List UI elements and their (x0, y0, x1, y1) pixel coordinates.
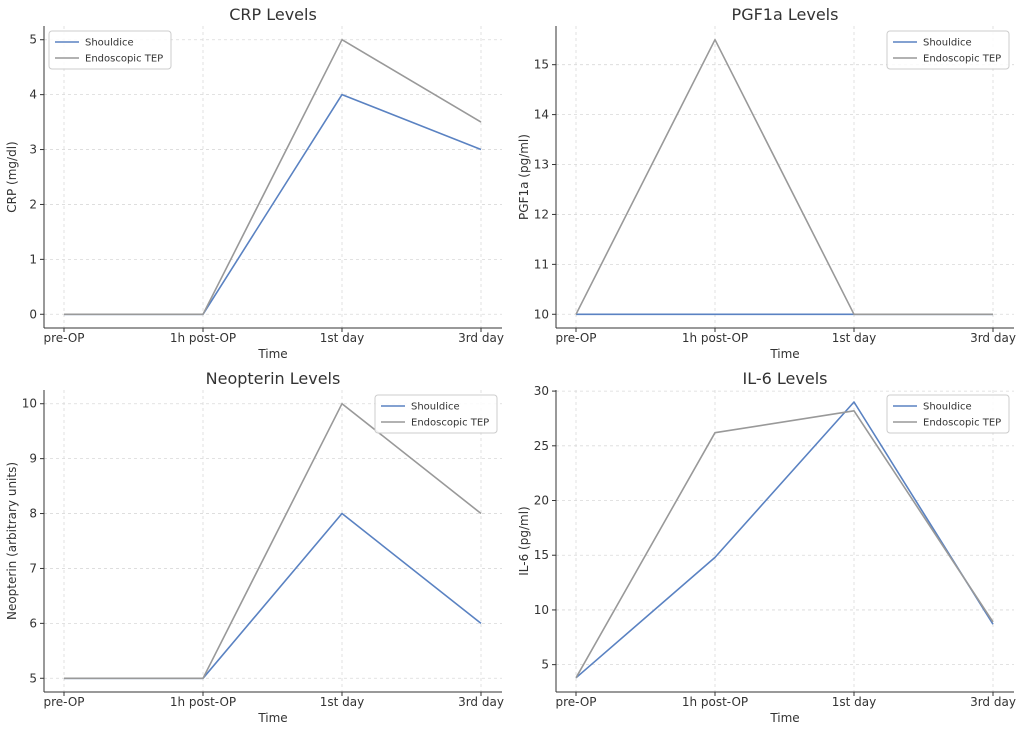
y-tick-label: 15 (534, 58, 549, 72)
legend-box (886, 30, 1010, 70)
x-tick-label: 1st day (320, 695, 364, 709)
chart-panel-2: pre-OP 1h post-OP 1st day 3rd day 10 11 12 13 14… (517, 5, 1016, 361)
y-tick-label: 25 (534, 439, 549, 453)
chart-title: CRP Levels (229, 5, 317, 24)
series-line-2 (64, 402, 482, 680)
x-tick-label: pre-OP (43, 331, 84, 345)
chart-panel-3: pre-OP 1h post-OP 1st day 3rd day 5 6 7 8 9 10 Neo… (5, 369, 504, 725)
y-tick-label: 30 (534, 384, 549, 398)
legend-entry: Shouldice (85, 38, 134, 49)
chart-panel-4: pre-OP 1h post-OP 1st day 3rd day 5 10 15 20 25 3… (517, 369, 1016, 725)
series-line-2 (575, 38, 993, 316)
y-tick-label: 20 (534, 494, 549, 508)
series-line-2 (64, 38, 482, 316)
y-tick-label: 9 (29, 452, 37, 466)
legend-box (886, 394, 1010, 434)
x-tick-label: 3rd day (970, 695, 1016, 709)
x-axis-label: Time (257, 711, 287, 725)
legend-box (48, 30, 172, 70)
chart-panel-1: pre-OP 1h post-OP 1st day 3rd day 0 1 2 3 4 5 CRP … (5, 5, 504, 361)
y-axis-label: CRP (mg/dl) (5, 141, 19, 212)
legend: Shouldice Endoscopic TEP (886, 30, 1010, 70)
legend-entry: Shouldice (923, 402, 972, 413)
legend-entry: Endoscopic TEP (923, 54, 1001, 65)
x-tick-label: 3rd day (970, 331, 1016, 345)
y-tick-label: 13 (534, 158, 549, 172)
x-tick-label: 1h post-OP (682, 331, 748, 345)
chart-title: PGF1a Levels (732, 5, 839, 24)
series-line-2 (575, 409, 994, 679)
x-tick-label: pre-OP (43, 695, 84, 709)
x-tick-label: pre-OP (555, 331, 596, 345)
legend: Shouldice Endoscopic TEP (48, 30, 172, 70)
y-tick-label: 5 (29, 33, 37, 47)
y-tick-label: 15 (534, 548, 549, 562)
x-tick-label: 1st day (832, 695, 876, 709)
x-tick-label: 1st day (832, 331, 876, 345)
y-axis-label: IL-6 (pg/ml) (517, 506, 531, 575)
y-axis-label: PGF1a (pg/ml) (517, 134, 531, 220)
y-tick-label: 7 (29, 561, 37, 575)
y-tick-label: 5 (541, 658, 549, 672)
y-tick-label: 8 (29, 507, 37, 521)
y-tick-label: 12 (534, 207, 549, 221)
series-line-1 (64, 512, 482, 680)
x-tick-label: 1h post-OP (682, 695, 748, 709)
x-tick-label: 1h post-OP (170, 331, 236, 345)
x-tick-label: 3rd day (458, 331, 504, 345)
y-tick-label: 1 (29, 252, 37, 266)
x-tick-label: pre-OP (555, 695, 596, 709)
y-tick-label: 0 (29, 307, 37, 321)
y-tick-label: 4 (29, 88, 37, 102)
legend-entry: Endoscopic TEP (85, 54, 163, 65)
legend-entry: Shouldice (411, 402, 460, 413)
series-line-1 (575, 401, 994, 679)
x-axis-label: Time (257, 347, 287, 361)
x-axis-label: Time (769, 711, 799, 725)
legend: Shouldice Endoscopic TEP (374, 394, 498, 434)
y-tick-label: 5 (29, 671, 37, 685)
legend-entry: Shouldice (923, 38, 972, 49)
x-tick-label: 3rd day (458, 695, 504, 709)
y-tick-label: 14 (534, 108, 549, 122)
y-tick-label: 10 (534, 307, 549, 321)
x-tick-label: 1st day (320, 331, 364, 345)
legend-entry: Endoscopic TEP (923, 418, 1001, 429)
legend-box (374, 394, 498, 434)
legend-entry: Endoscopic TEP (411, 418, 489, 429)
y-tick-label: 6 (29, 616, 37, 630)
y-tick-label: 2 (29, 197, 37, 211)
y-axis-label: Neopterin (arbitrary units) (5, 462, 19, 620)
y-tick-label: 10 (22, 397, 37, 411)
legend: Shouldice Endoscopic TEP (886, 394, 1010, 434)
y-tick-label: 3 (29, 143, 37, 157)
chart-title: IL-6 Levels (743, 369, 828, 388)
x-tick-label: 1h post-OP (170, 695, 236, 709)
y-tick-label: 11 (534, 257, 549, 271)
y-tick-label: 10 (534, 603, 549, 617)
chart-title: Neopterin Levels (206, 369, 341, 388)
x-axis-label: Time (769, 347, 799, 361)
